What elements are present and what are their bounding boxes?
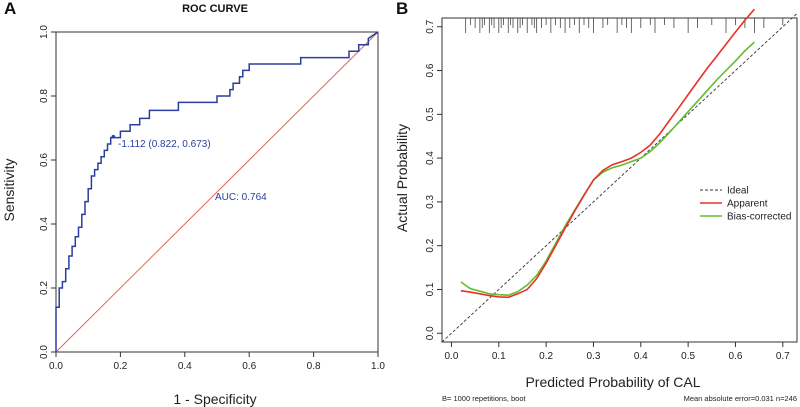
x-tick-label: 0.4 [634,351,648,362]
x-tick-label: 0.8 [307,361,321,372]
x-tick-label: 0.6 [242,361,256,372]
panel-b-label: B [396,0,408,18]
y-tick-label: 0.2 [39,281,50,295]
ideal-line [441,13,798,343]
bias-corrected-line [460,41,755,297]
panel-a-label: A [4,0,16,18]
cal-footnote-right: Mean absolute error=0.031 n=246 [684,394,797,403]
roc-xlabel: 1 - Specificity [173,391,256,407]
roc-threshold-annotation: -1.112 (0.822, 0.673) [118,139,211,150]
roc-auc-annotation: AUC: 0.764 [215,192,267,203]
y-tick-label: 0.4 [39,217,50,231]
y-tick-label: 1.0 [39,25,50,39]
x-tick-label: 0.5 [681,351,695,362]
x-tick-label: 0.2 [113,361,127,372]
y-tick-label: 0.0 [425,326,436,340]
y-tick-label: 0.2 [425,238,436,252]
calibration-plot-area: 0.0 0.1 0.2 0.3 0.4 0.5 0.6 0.7 0.0 0.1 0.2 0.3 0.4 0… [425,8,798,362]
cal-footnote-left: B= 1000 repetitions, boot [442,394,527,403]
x-tick-label: 0.3 [587,351,601,362]
y-tick-label: 0.6 [39,153,50,167]
y-tick-label: 0.6 [425,63,436,77]
plot-frame [441,17,798,343]
roc-threshold-point [111,134,116,139]
y-tick-label: 0.8 [39,89,50,103]
roc-curve [55,31,379,352]
x-tick-label: 0.0 [445,351,459,362]
roc-plot-area: 0.0 0.2 0.4 0.6 0.8 1.0 0.0 0.2 0.4 0.6 0.8 1.0 [39,25,385,372]
roc-ylabel: Sensitivity [1,158,17,221]
y-tick-label: 0.4 [425,151,436,165]
y-tick-label: 0.1 [425,282,436,296]
x-tick-label: 0.1 [492,351,506,362]
cal-xlabel: Predicted Probability of CAL [525,374,700,390]
legend-label: Bias-corrected [727,212,791,223]
chance-line [55,31,379,353]
plot-frame [55,31,379,353]
x-tick-label: 0.4 [178,361,192,372]
y-tick-label: 0.7 [425,19,436,33]
legend-label: Ideal [727,186,749,197]
apparent-line [460,8,756,299]
x-tick-label: 0.2 [539,351,553,362]
x-tick-label: 0.7 [776,351,790,362]
y-tick-label: 0.5 [425,107,436,121]
y-tick-label: 0.0 [39,345,50,359]
x-tick-label: 0.6 [729,351,743,362]
x-tick-label: 0.0 [49,361,63,372]
cal-ylabel: Actual Probability [394,124,410,232]
legend-label: Apparent [727,199,768,210]
y-tick-label: 0.3 [425,195,436,209]
x-tick-label: 1.0 [371,361,385,372]
roc-title: ROC CURVE [182,3,248,15]
